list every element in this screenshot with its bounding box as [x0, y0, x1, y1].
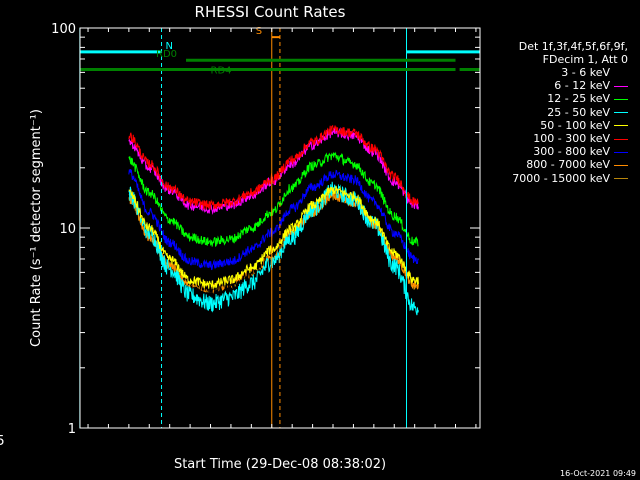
series-line-100-300-kev — [128, 124, 419, 211]
legend-swatch — [614, 85, 628, 87]
legend-entry: 300 - 800 keV — [512, 145, 628, 158]
legend-label: 100 - 300 keV — [533, 132, 610, 146]
legend-label: 300 - 800 keV — [533, 145, 610, 159]
flag-label-rd4: RD4 — [211, 66, 232, 77]
chart-title: RHESSI Count Rates — [195, 3, 346, 21]
legend-entry: 7000 - 15000 keV — [512, 172, 628, 185]
y-tick-label: 1 — [68, 422, 76, 437]
series-line-25-50-kev — [128, 181, 419, 316]
legend-entry: 12 - 25 keV — [512, 92, 628, 105]
x-axis-label: Start Time (29-Dec-08 08:38:02) — [174, 457, 386, 472]
legend-swatch — [614, 178, 628, 180]
y-tick-label: 100 — [51, 22, 76, 37]
x-tick-label: 10:15 — [0, 434, 5, 449]
legend-header-line-2: FDecim 1, Att 0 — [542, 53, 628, 66]
legend-entry: 800 - 7000 keV — [512, 158, 628, 171]
legend-header-line-1: Det 1f,3f,4f,5f,6f,9f, — [518, 40, 628, 53]
legend-entry: 25 - 50 keV — [512, 106, 628, 119]
legend-label: 800 - 7000 keV — [526, 158, 610, 172]
legend-swatch — [614, 112, 628, 114]
series-line-12-25-kev — [128, 151, 419, 248]
flag-label-s: S — [256, 26, 262, 37]
legend-swatch — [614, 98, 628, 100]
legend-swatch — [614, 125, 628, 127]
legend-entry: 50 - 100 keV — [512, 119, 628, 132]
legend-label: 7000 - 15000 keV — [512, 171, 610, 185]
legend-swatch — [614, 151, 628, 153]
legend-items: 3 - 6 keV 6 - 12 keV 12 - 25 keV 25 - 50 ke… — [512, 66, 628, 185]
legend-swatch — [614, 164, 628, 166]
legend-entry: 3 - 6 keV — [512, 66, 628, 79]
legend: Det 1f,3f,4f,5f,6f,9f, FDecim 1, Att 0 3… — [512, 40, 628, 185]
footer-timestamp: 16-Oct-2021 09:49 — [560, 469, 636, 478]
y-axis-label: Count Rate (s⁻¹ detector segment⁻¹) — [29, 109, 44, 347]
series-line-50-100-kev — [128, 185, 419, 289]
legend-entry: 100 - 300 keV — [512, 132, 628, 145]
legend-entry: 6 - 12 keV — [512, 79, 628, 92]
flag-label-rd0: RD0 — [156, 49, 177, 60]
legend-label: 25 - 50 keV — [547, 105, 610, 119]
flag-label-n: N — [166, 41, 173, 52]
legend-label: 50 - 100 keV — [540, 118, 610, 132]
series-line-300-800-kev — [128, 168, 419, 271]
legend-swatch — [614, 138, 628, 140]
legend-label: 6 - 12 keV — [554, 79, 610, 93]
legend-label: 3 - 6 keV — [561, 66, 610, 79]
legend-swatch — [614, 72, 628, 74]
legend-label: 12 - 25 keV — [547, 92, 610, 106]
y-tick-label: 10 — [59, 222, 76, 237]
